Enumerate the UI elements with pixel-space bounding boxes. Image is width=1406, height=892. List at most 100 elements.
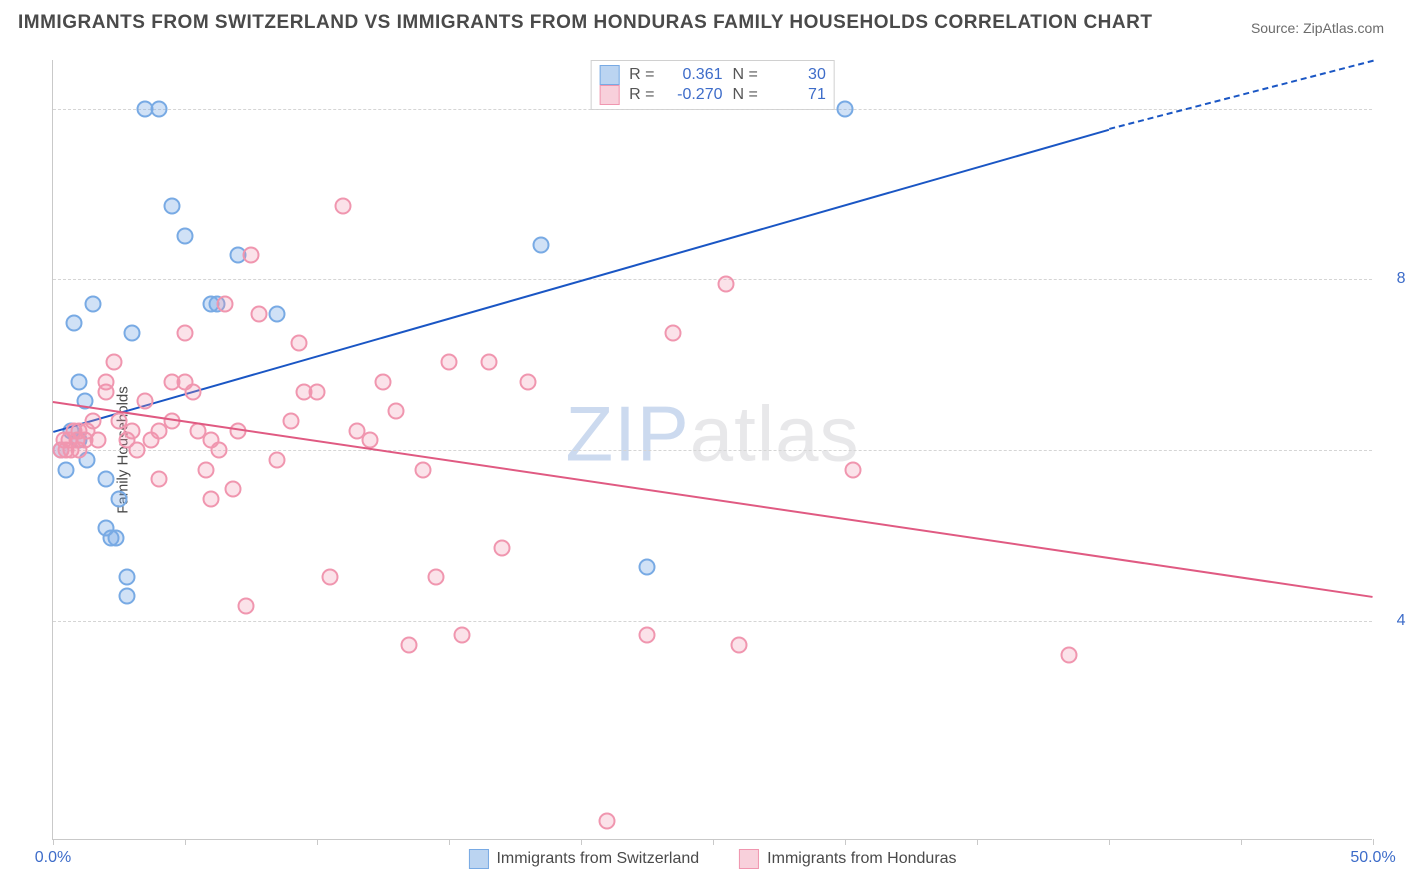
r-label: R = <box>629 66 654 84</box>
y-tick-label: 82.5% <box>1382 270 1406 288</box>
plot-area: Family Households ZIPatlas R =0.361N =30… <box>52 60 1372 840</box>
data-point <box>108 529 125 546</box>
data-point <box>237 598 254 615</box>
data-point <box>118 568 135 585</box>
data-point <box>731 637 748 654</box>
legend-stat-row: R = 0.361 N = 30 <box>599 65 826 85</box>
x-tick <box>1373 839 1374 845</box>
data-point <box>454 627 471 644</box>
r-value: 0.361 <box>665 66 723 84</box>
x-tick <box>845 839 846 845</box>
data-point <box>71 373 88 390</box>
n-label: N = <box>733 86 758 104</box>
data-point <box>184 383 201 400</box>
x-tick <box>977 839 978 845</box>
legend-swatch <box>599 85 619 105</box>
legend-item: Immigrants from Switzerland <box>468 849 699 869</box>
data-point <box>97 471 114 488</box>
data-point <box>322 568 339 585</box>
n-value: 30 <box>768 66 826 84</box>
data-point <box>211 442 228 459</box>
trend-line <box>1109 60 1373 130</box>
data-point <box>177 325 194 342</box>
data-point <box>493 539 510 556</box>
data-point <box>111 490 128 507</box>
data-point <box>309 383 326 400</box>
data-point <box>224 481 241 498</box>
data-point <box>639 559 656 576</box>
data-point <box>388 403 405 420</box>
data-point <box>216 295 233 312</box>
data-point <box>639 627 656 644</box>
data-point <box>105 354 122 371</box>
data-point <box>718 276 735 293</box>
x-tick <box>53 839 54 845</box>
data-point <box>150 471 167 488</box>
data-point <box>124 422 141 439</box>
n-label: N = <box>733 66 758 84</box>
data-point <box>124 325 141 342</box>
data-point <box>97 383 114 400</box>
data-point <box>250 305 267 322</box>
data-point <box>269 451 286 468</box>
data-point <box>84 295 101 312</box>
gridline <box>53 109 1372 110</box>
watermark: ZIPatlas <box>565 388 859 479</box>
data-point <box>375 373 392 390</box>
data-point <box>150 100 167 117</box>
data-point <box>198 461 215 478</box>
legend-label: Immigrants from Honduras <box>767 850 956 868</box>
legend-swatch <box>468 849 488 869</box>
x-tick <box>1109 839 1110 845</box>
data-point <box>290 334 307 351</box>
r-label: R = <box>629 86 654 104</box>
n-value: 71 <box>768 86 826 104</box>
data-point <box>177 227 194 244</box>
x-tick <box>1241 839 1242 845</box>
data-point <box>520 373 537 390</box>
data-point <box>66 315 83 332</box>
data-point <box>163 198 180 215</box>
data-point <box>58 461 75 478</box>
legend-bottom: Immigrants from Switzerland Immigrants fr… <box>468 849 956 869</box>
data-point <box>282 412 299 429</box>
data-point <box>84 412 101 429</box>
data-point <box>844 461 861 478</box>
data-point <box>89 432 106 449</box>
data-point <box>243 247 260 264</box>
x-tick <box>185 839 186 845</box>
x-tick <box>317 839 318 845</box>
x-tick <box>713 839 714 845</box>
gridline <box>53 621 1372 622</box>
data-point <box>401 637 418 654</box>
watermark-zip: ZIP <box>565 389 689 477</box>
source-label: Source: ZipAtlas.com <box>1251 20 1384 36</box>
watermark-atlas: atlas <box>690 389 860 477</box>
legend-item: Immigrants from Honduras <box>739 849 956 869</box>
trend-line <box>53 401 1373 598</box>
data-point <box>137 393 154 410</box>
data-point <box>480 354 497 371</box>
y-tick-label: 47.5% <box>1382 612 1406 630</box>
x-tick <box>449 839 450 845</box>
data-point <box>203 490 220 507</box>
legend-swatch <box>739 849 759 869</box>
data-point <box>533 237 550 254</box>
r-value: -0.270 <box>665 86 723 104</box>
data-point <box>599 812 616 829</box>
legend-label: Immigrants from Switzerland <box>496 850 699 868</box>
data-point <box>665 325 682 342</box>
legend-stats-box: R = 0.361 N = 30 R = -0.270 N = 71 <box>590 60 835 110</box>
legend-swatch <box>599 65 619 85</box>
data-point <box>414 461 431 478</box>
gridline <box>53 279 1372 280</box>
data-point <box>269 305 286 322</box>
data-point <box>335 198 352 215</box>
x-tick-label: 50.0% <box>1350 849 1395 867</box>
data-point <box>837 100 854 117</box>
gridline <box>53 450 1372 451</box>
data-point <box>441 354 458 371</box>
chart-title: IMMIGRANTS FROM SWITZERLAND VS IMMIGRANT… <box>18 12 1152 34</box>
x-tick <box>581 839 582 845</box>
legend-stat-row: R = -0.270 N = 71 <box>599 85 826 105</box>
